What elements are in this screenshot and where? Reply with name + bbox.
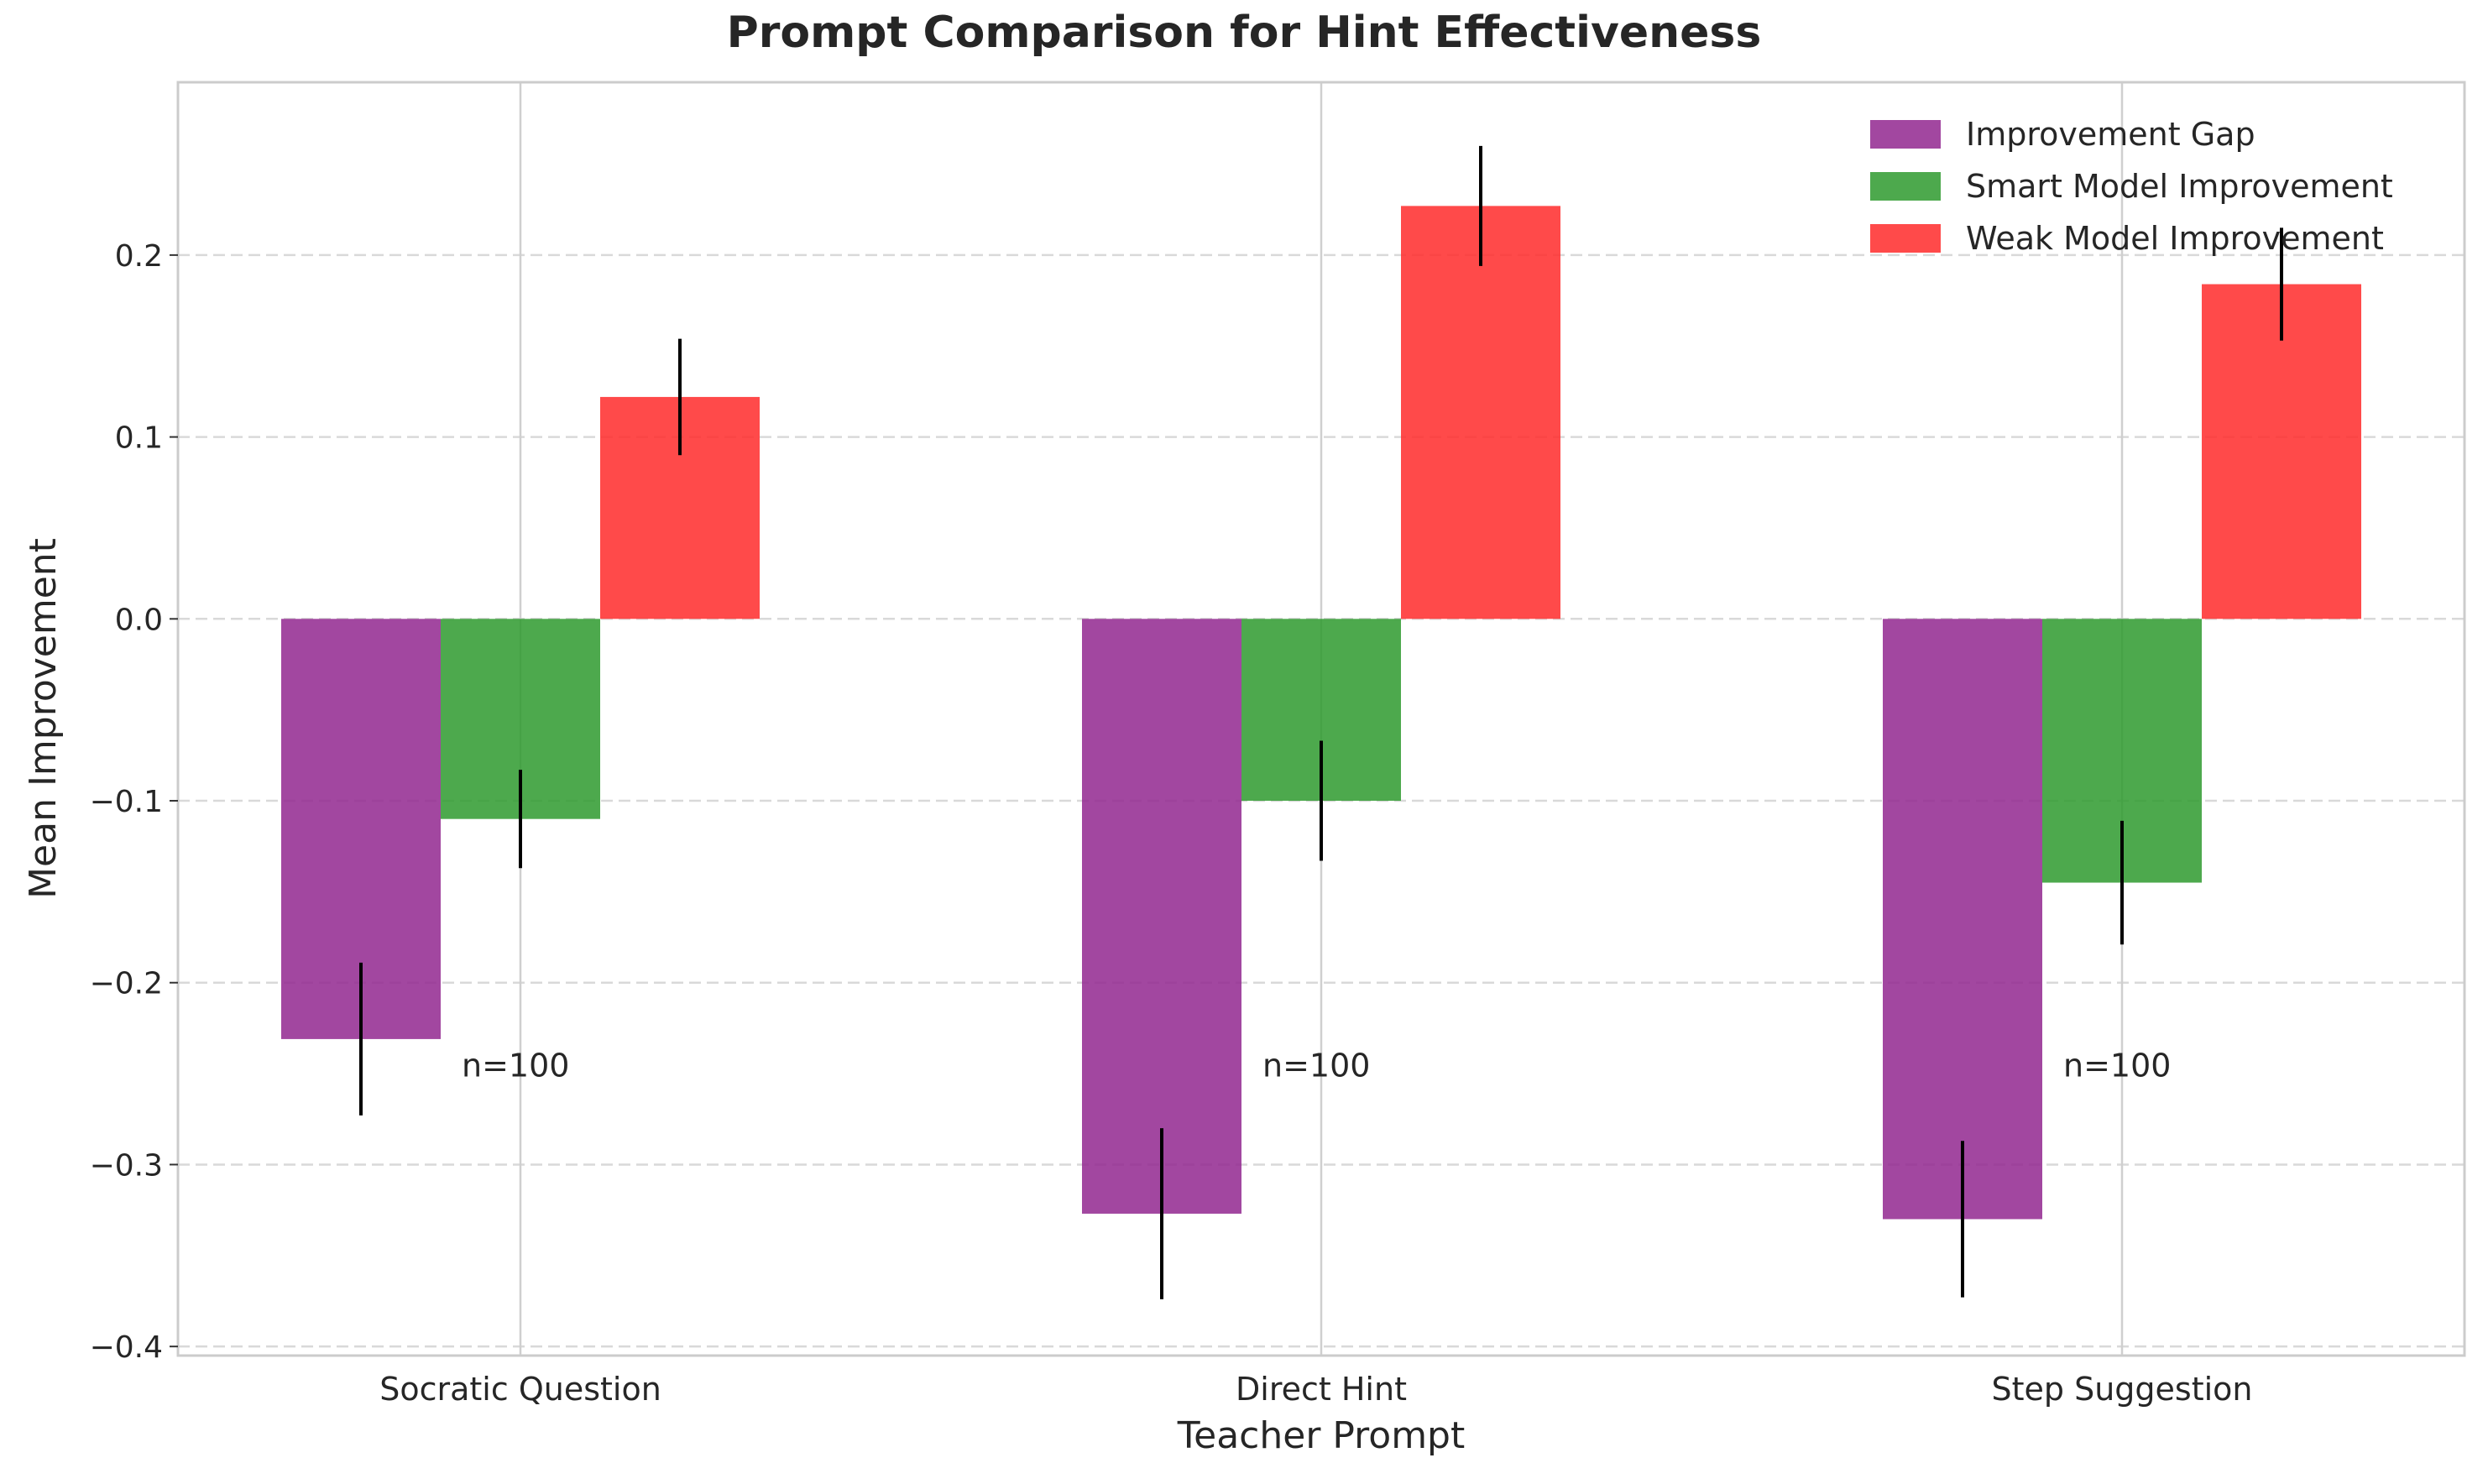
x-tick-label: Socratic Question bbox=[379, 1371, 661, 1408]
bar[interactable] bbox=[1401, 206, 1560, 619]
legend-label: Smart Model Improvement bbox=[1966, 168, 2393, 205]
bar[interactable] bbox=[1883, 619, 2042, 1220]
bar[interactable] bbox=[1082, 619, 1241, 1214]
y-tick-label: −0.3 bbox=[90, 1148, 163, 1183]
y-tick-label: 0.0 bbox=[115, 603, 163, 637]
legend-label: Improvement Gap bbox=[1966, 116, 2255, 153]
legend-label: Weak Model Improvement bbox=[1966, 220, 2384, 257]
legend-swatch bbox=[1870, 224, 1941, 253]
legend-swatch bbox=[1870, 120, 1941, 149]
y-tick-label: −0.2 bbox=[90, 967, 163, 1001]
chart-title: Prompt Comparison for Hint Effectiveness bbox=[727, 8, 1762, 58]
legend-swatch bbox=[1870, 172, 1941, 201]
sample-size-annotation: n=100 bbox=[462, 1047, 569, 1084]
plot-frame bbox=[176, 81, 2466, 1357]
x-tick-label: Step Suggestion bbox=[1991, 1371, 2252, 1408]
sample-size-annotation: n=100 bbox=[1262, 1047, 1370, 1084]
y-tick-label: −0.4 bbox=[90, 1330, 163, 1365]
x-axis-label: Teacher Prompt bbox=[1177, 1414, 1466, 1457]
y-tick-label: 0.1 bbox=[115, 421, 163, 456]
y-tick-label: 0.2 bbox=[115, 239, 163, 274]
x-tick-label: Direct Hint bbox=[1236, 1371, 1407, 1408]
y-axis-label: Mean Improvement bbox=[22, 538, 65, 899]
legend[interactable]: Improvement Gap Smart Model Improvement We… bbox=[1870, 116, 2393, 257]
y-tick-label: −0.1 bbox=[90, 785, 163, 819]
sample-size-annotation: n=100 bbox=[2063, 1047, 2171, 1084]
